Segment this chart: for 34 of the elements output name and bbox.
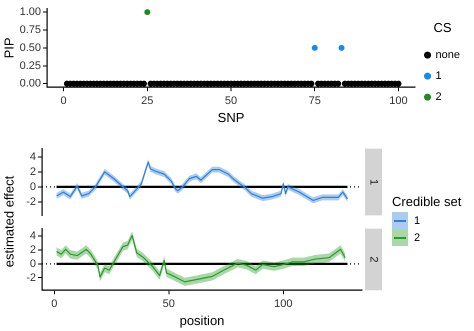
x-tick-label: 25 (141, 94, 154, 107)
y-tick-label: 1.00 (20, 6, 42, 18)
y-tick-label: 0.75 (20, 24, 42, 36)
y-tick-label: 4 (30, 230, 36, 242)
y-tick-label: -2 (26, 196, 36, 208)
legend-label: 1 (414, 214, 420, 226)
legend-label: 2 (436, 91, 442, 104)
y-axis-title: estimated effect (2, 174, 16, 270)
y-tick-label: 4 (30, 150, 36, 163)
legend-title: CS (433, 20, 452, 36)
x-tick-label: 100 (389, 94, 408, 107)
x-tick-label: 50 (224, 94, 238, 107)
y-tick-label: 0 (30, 180, 36, 193)
text: 1 (367, 178, 380, 186)
legend-label: none (436, 49, 460, 62)
x-axis-title: SNP (218, 110, 244, 125)
x-tick-label: 75 (308, 94, 321, 107)
y-tick-label: 0.25 (20, 60, 42, 72)
legend-title: Credible set (392, 194, 462, 209)
x-tick-label: 0 (51, 298, 58, 310)
x-tick-label: 100 (274, 298, 292, 310)
y-axis-title: PIP (1, 37, 16, 58)
x-axis-title: position (180, 312, 224, 328)
legend-label: 1 (436, 70, 442, 82)
y-tick-label: 0.00 (20, 78, 42, 90)
y-tick-label: 2 (30, 166, 36, 178)
y-tick-label: 0.50 (20, 42, 42, 54)
x-tick-label: 50 (162, 298, 175, 310)
x-tick-label: 0 (60, 94, 67, 107)
y-tick-label: -2 (26, 272, 36, 284)
legend-label: 2 (414, 232, 420, 244)
text: 2 (367, 256, 380, 262)
y-tick-label: 0 (30, 258, 36, 270)
y-tick-label: 2 (30, 244, 36, 256)
